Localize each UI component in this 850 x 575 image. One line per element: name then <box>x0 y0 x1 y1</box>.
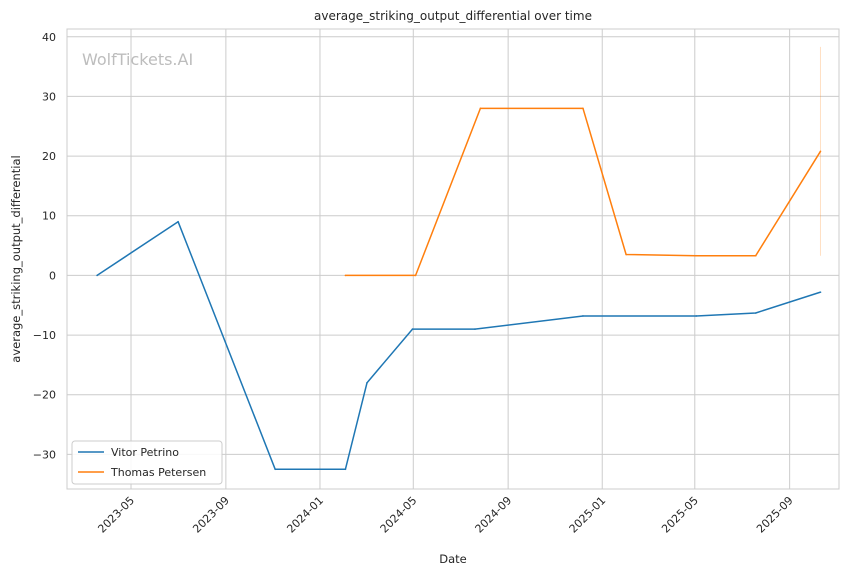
y-axis-ticks: 40 30 20 10 0 −10 −20 −30 <box>33 31 56 462</box>
data-point-vitor-petrino <box>474 328 476 330</box>
data-point-vitor-petrino <box>695 315 698 317</box>
data-point-thomas-petersen <box>582 107 584 110</box>
y-tick-label: 10 <box>42 210 56 223</box>
y-tick-label: 0 <box>49 269 56 282</box>
data-point-thomas-petersen <box>344 274 347 277</box>
data-point-thomas-petersen <box>754 254 757 257</box>
y-tick-label: −30 <box>33 448 56 461</box>
series-layer <box>96 46 822 471</box>
data-point-vitor-petrino <box>96 274 98 277</box>
legend: Vitor Petrino Thomas Petersen <box>71 440 223 485</box>
data-point-vitor-petrino <box>411 328 414 330</box>
chart-title: average_striking_output_differential ove… <box>314 9 592 23</box>
y-tick-label: −20 <box>33 389 56 402</box>
data-point-vitor-petrino <box>177 220 179 223</box>
data-point-vitor-petrino <box>274 468 277 471</box>
legend-label-thomas-petersen: Thomas Petersen <box>110 466 206 479</box>
y-tick-label: 40 <box>42 31 56 44</box>
y-tick-label: −10 <box>33 329 56 342</box>
data-point-thomas-petersen <box>695 254 698 257</box>
data-point-vitor-petrino <box>582 315 584 317</box>
series-line-thomas-petersen <box>345 107 822 277</box>
watermark: WolfTickets.AI <box>82 50 193 69</box>
legend-label-vitor-petrino: Vitor Petrino <box>111 446 179 459</box>
y-tick-label: 30 <box>42 90 56 103</box>
y-tick-label: 20 <box>42 150 56 163</box>
data-point-thomas-petersen <box>625 253 627 256</box>
data-point-thomas-petersen <box>414 274 417 277</box>
data-point-vitor-petrino <box>754 312 757 314</box>
data-point-thomas-petersen <box>819 150 822 153</box>
data-point-vitor-petrino <box>344 468 347 471</box>
data-point-vitor-petrino <box>819 291 822 293</box>
plot-frame <box>66 28 840 490</box>
data-point-vitor-petrino <box>366 382 368 384</box>
legend-box <box>71 440 223 485</box>
y-axis-title: average_striking_output_differential <box>9 155 23 362</box>
data-point-thomas-petersen <box>479 107 482 110</box>
x-axis-title: Date <box>439 552 467 566</box>
